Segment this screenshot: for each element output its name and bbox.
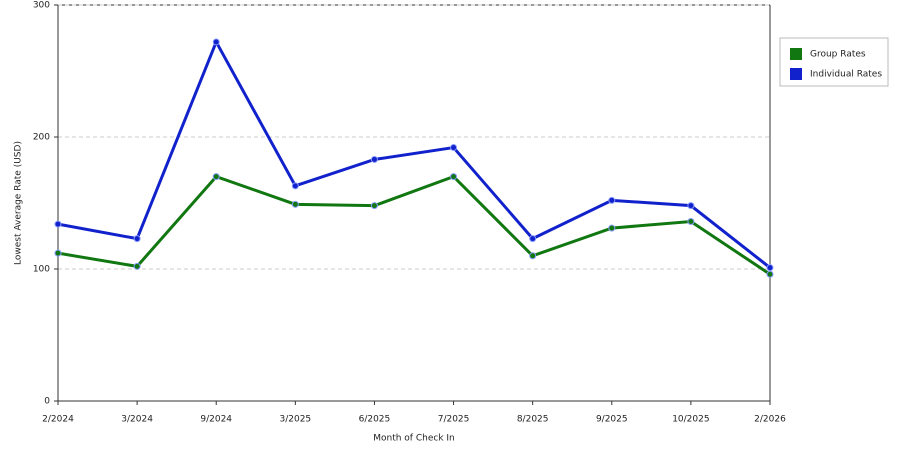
y-axis-label: Lowest Average Rate (USD): [14, 141, 24, 265]
x-tick-label: 3/2025: [279, 415, 311, 425]
data-point: [529, 235, 537, 243]
data-point: [133, 262, 141, 270]
data-point: [529, 252, 537, 260]
x-tick-label: 3/2024: [121, 415, 153, 425]
data-point: [766, 264, 774, 272]
x-tick-label: 6/2025: [359, 415, 391, 425]
data-point: [291, 200, 299, 208]
y-tick-label: 100: [33, 265, 50, 275]
data-point: [54, 249, 62, 257]
x-tick-label: 9/2024: [200, 415, 232, 425]
x-axis-label: Month of Check In: [373, 434, 455, 444]
x-tick-label: 7/2025: [438, 415, 470, 425]
y-tick-label: 0: [44, 397, 50, 407]
data-point: [370, 202, 378, 210]
data-point: [133, 235, 141, 243]
data-point: [212, 173, 220, 181]
data-point: [450, 173, 458, 181]
data-point: [291, 182, 299, 190]
y-tick-label: 200: [33, 133, 50, 143]
x-tick-label: 9/2025: [596, 415, 628, 425]
data-point: [450, 144, 458, 152]
legend-label: Group Rates: [810, 50, 866, 60]
series-line: [57, 174, 771, 276]
x-tick-label: 2/2024: [42, 415, 74, 425]
data-point: [212, 38, 220, 46]
data-point: [54, 220, 62, 228]
data-point: [766, 270, 774, 278]
data-point: [370, 155, 378, 163]
series-line: [57, 38, 771, 269]
data-point: [608, 224, 616, 232]
y-tick-label: 300: [33, 1, 50, 11]
data-point: [687, 202, 695, 210]
legend-swatch: [790, 68, 802, 80]
x-tick-label: 8/2025: [517, 415, 549, 425]
legend-swatch: [790, 48, 802, 60]
data-point: [608, 196, 616, 204]
x-tick-label: 2/2026: [754, 415, 786, 425]
data-point: [687, 217, 695, 225]
legend-label: Individual Rates: [810, 70, 882, 80]
x-tick-label: 10/2025: [672, 415, 709, 425]
